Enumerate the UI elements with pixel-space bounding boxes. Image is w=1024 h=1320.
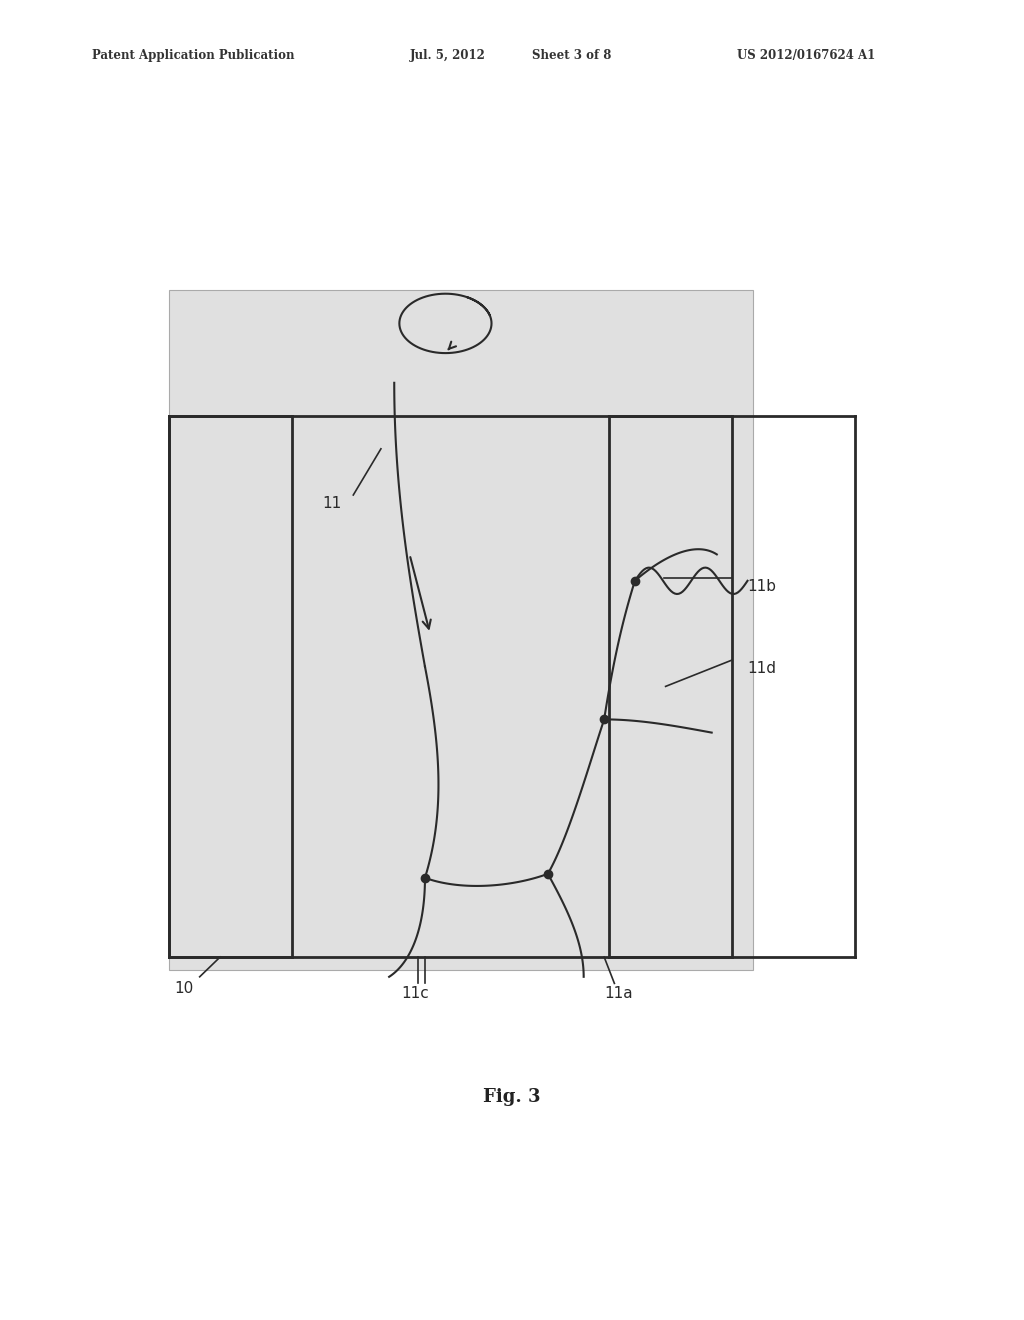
Text: Jul. 5, 2012: Jul. 5, 2012: [410, 49, 485, 62]
FancyBboxPatch shape: [169, 290, 753, 970]
Text: US 2012/0167624 A1: US 2012/0167624 A1: [737, 49, 876, 62]
Text: 11c: 11c: [401, 986, 429, 1001]
Text: Fig. 3: Fig. 3: [483, 1088, 541, 1106]
Text: 11a: 11a: [604, 986, 633, 1001]
Text: 11d: 11d: [748, 661, 776, 676]
Text: Sheet 3 of 8: Sheet 3 of 8: [532, 49, 612, 62]
Text: 11: 11: [323, 496, 342, 511]
Text: 10: 10: [174, 981, 194, 995]
Text: 11b: 11b: [748, 579, 776, 594]
Text: Patent Application Publication: Patent Application Publication: [92, 49, 295, 62]
